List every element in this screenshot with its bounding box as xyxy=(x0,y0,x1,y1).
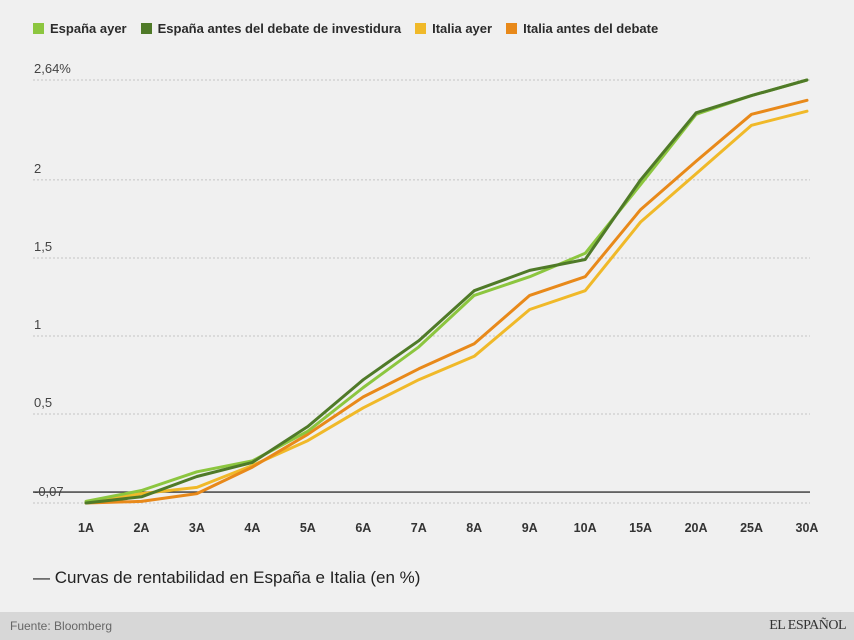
x-tick-label: 8A xyxy=(466,521,482,535)
x-tick-label: 9A xyxy=(522,521,538,535)
x-tick-label: 3A xyxy=(189,521,205,535)
legend-label: Italia antes del debate xyxy=(523,21,659,36)
x-tick-label: 7A xyxy=(411,521,427,535)
series-line-italia-antes-del-debate xyxy=(84,98,809,505)
x-tick-label: 30A xyxy=(796,521,819,535)
y-tick-label: 2,64% xyxy=(34,61,71,76)
chart-subtitle: — Curvas de rentabilidad en España e Ita… xyxy=(33,568,421,587)
x-tick-label: 1A xyxy=(78,521,94,535)
series-line-italia-ayer xyxy=(84,109,809,505)
source-text: Fuente: Bloomberg xyxy=(10,619,113,633)
legend-item-espana-ayer[interactable]: España ayer xyxy=(33,21,127,36)
x-tick-label: 6A xyxy=(355,521,371,535)
y-axis-ticks: 2,64% 2 1,5 1 0,5 -0,07 xyxy=(34,61,71,499)
legend-label: España ayer xyxy=(50,21,127,36)
y-tick-label: 1,5 xyxy=(34,239,52,254)
x-tick-label: 2A xyxy=(133,521,149,535)
x-axis-ticks: 1A 2A 3A 4A 5A 6A 7A 8A 9A 10A 15A 20A 25A 30A xyxy=(78,521,818,535)
series-line-españa-antes-del-debate-de-investidura xyxy=(84,78,809,505)
legend-item-italia-antes[interactable]: Italia antes del debate xyxy=(506,21,658,36)
legend: España ayer España antes del debate de i… xyxy=(33,21,672,36)
footer: Fuente: Bloomberg EL ESPAÑOL xyxy=(0,612,854,640)
x-tick-label: 15A xyxy=(629,521,652,535)
legend-item-espana-antes[interactable]: España antes del debate de investidura xyxy=(140,21,402,36)
legend-swatch xyxy=(415,23,427,34)
el-espanol-logo: EL ESPAÑOL xyxy=(769,618,846,633)
line-chart: 2,64% 2 1,5 1 0,5 -0,07 1A 2A 3A 4A 5A 6A 7A 8A 9A 10A… xyxy=(33,61,818,535)
legend-label: España antes del debate de investidura xyxy=(157,21,402,36)
y-tick-label: 0,5 xyxy=(34,395,52,410)
legend-label: Italia ayer xyxy=(432,21,493,36)
series-lines xyxy=(84,78,809,505)
x-tick-label: 25A xyxy=(740,521,763,535)
legend-swatch xyxy=(33,23,44,34)
legend-item-italia-ayer[interactable]: Italia ayer xyxy=(415,21,492,36)
x-tick-label: 5A xyxy=(300,521,316,535)
x-tick-label: 10A xyxy=(574,521,597,535)
x-tick-label: 20A xyxy=(685,521,708,535)
series-line-españa-ayer xyxy=(84,78,809,503)
y-tick-label: -0,07 xyxy=(34,484,64,499)
y-tick-label: 1 xyxy=(34,317,41,332)
y-tick-label: 2 xyxy=(34,161,41,176)
x-tick-label: 4A xyxy=(244,521,260,535)
legend-swatch xyxy=(140,23,152,34)
gridlines xyxy=(33,79,810,504)
legend-swatch xyxy=(506,23,518,34)
